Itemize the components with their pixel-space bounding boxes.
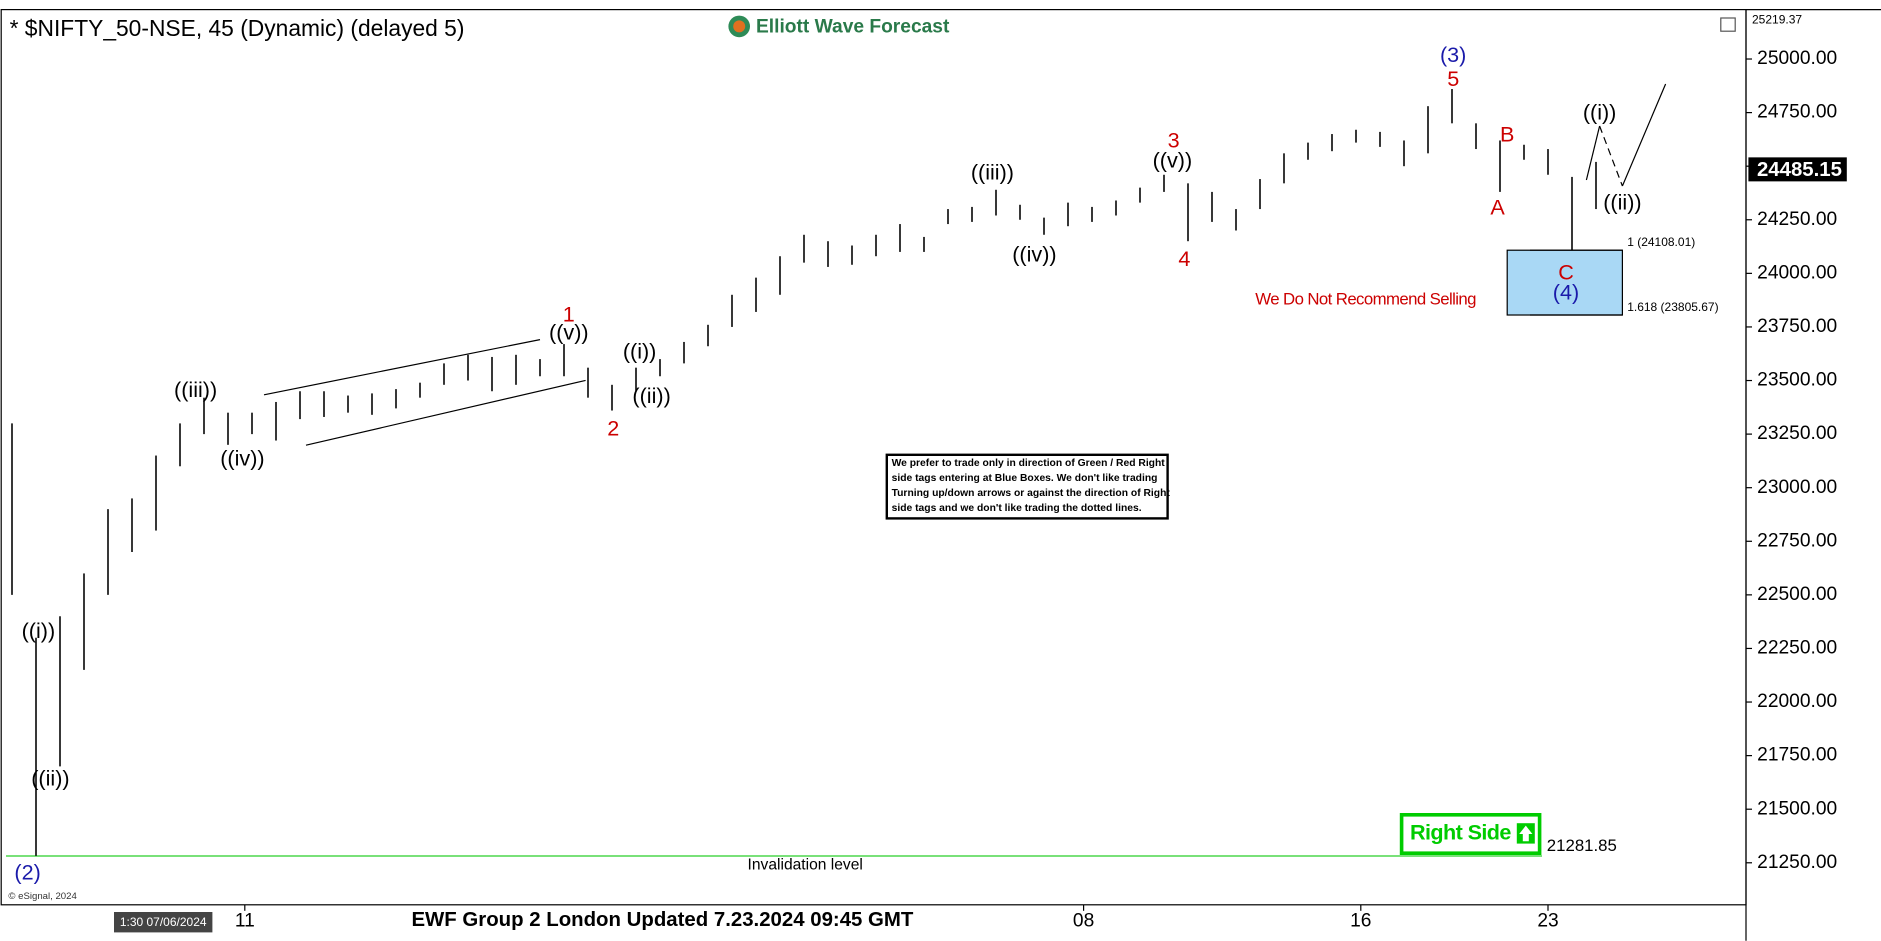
badge-box xyxy=(1399,813,1542,856)
projection-line xyxy=(1599,125,1623,187)
y-tick-label: 24000.00 xyxy=(1757,262,1837,283)
wave-label: ((i)) xyxy=(623,339,657,364)
wave-label: ((iv)) xyxy=(1012,241,1056,266)
projection-line xyxy=(1621,83,1667,187)
wave-label: ((v)) xyxy=(549,319,589,344)
wave-label: 1 xyxy=(563,301,575,326)
badge-arrow xyxy=(1519,825,1533,842)
y-tick-label: 21750.00 xyxy=(1757,745,1837,766)
wave-label: 2 xyxy=(607,415,619,440)
cursor-time-box xyxy=(114,912,213,933)
invalidation-value: 21281.85 xyxy=(1547,836,1617,855)
brand: Elliott Wave Forecast xyxy=(756,17,950,38)
wave-label: 5 xyxy=(1447,66,1459,91)
y-tick-label: 22250.00 xyxy=(1757,638,1837,659)
y-tick-label: 23000.00 xyxy=(1757,477,1837,498)
y-max-label: 25219.37 xyxy=(1752,13,1802,27)
cursor-time: 1:30 07/06/2024 xyxy=(120,915,207,929)
wave-label: ((iii)) xyxy=(174,377,217,402)
y-tick-label: 22000.00 xyxy=(1757,691,1837,712)
chart-title: * $NIFTY_50-NSE, 45 (Dynamic) (delayed 5… xyxy=(10,15,465,41)
wave-label: 4 xyxy=(1178,246,1190,271)
y-tick-label: 24750.00 xyxy=(1757,102,1837,123)
brand-icon-inner xyxy=(733,20,746,33)
note-line: Turning up/down arrows or against the di… xyxy=(892,488,1171,499)
last-price-box xyxy=(1748,157,1847,182)
wave-label: ((v)) xyxy=(1153,148,1193,173)
channel-line xyxy=(305,379,586,446)
target-label: 1.618 (23805.67) xyxy=(1627,300,1718,314)
wave-label: 3 xyxy=(1168,127,1180,152)
badge: Right Side xyxy=(1410,820,1511,845)
y-tick-label: 23250.00 xyxy=(1757,423,1837,444)
wave-label: ((ii)) xyxy=(632,383,670,408)
y-tick-label: 24250.00 xyxy=(1757,209,1837,230)
wave-label: ((ii)) xyxy=(1603,190,1641,215)
projection-line xyxy=(1585,125,1601,181)
note-line: side tags and we don't like trading the … xyxy=(892,503,1142,514)
note-line: We prefer to trade only in direction of … xyxy=(892,458,1166,469)
invalidation-label: Invalidation level xyxy=(748,857,863,874)
y-tick-label: 21500.00 xyxy=(1757,798,1837,819)
y-tick-label: 22500.00 xyxy=(1757,584,1837,605)
wave-label: ((iii)) xyxy=(971,160,1014,185)
wave-label: (4) xyxy=(1553,280,1579,305)
wave-label: ((ii)) xyxy=(31,766,69,791)
y-tick-label: 21250.00 xyxy=(1757,852,1837,873)
x-tick-label: 23 xyxy=(1537,911,1558,932)
wave-label: C xyxy=(1558,259,1574,284)
last-price: 24485.15 xyxy=(1757,159,1842,181)
warning: We Do Not Recommend Selling xyxy=(1255,289,1476,308)
x-tick-label: 08 xyxy=(1073,911,1094,932)
footer: EWF Group 2 London Updated 7.23.2024 09:… xyxy=(411,909,913,931)
target-label: 1 (24108.01) xyxy=(1627,235,1695,249)
copyright: © eSignal, 2024 xyxy=(8,891,77,902)
y-tick-label: 22750.00 xyxy=(1757,530,1837,551)
wave-label: A xyxy=(1490,195,1505,220)
y-tick-label: 23500.00 xyxy=(1757,370,1837,391)
wave-label: ((i)) xyxy=(22,618,56,643)
wave-label: (3) xyxy=(1440,42,1466,67)
window-button[interactable] xyxy=(1720,17,1736,32)
wave-label: B xyxy=(1500,121,1514,146)
x-tick-label: 16 xyxy=(1350,911,1371,932)
wave-label: ((iv)) xyxy=(220,445,264,470)
channel-line xyxy=(263,339,541,396)
wave-label: (2) xyxy=(14,859,40,884)
note-line: side tags entering at Blue Boxes. We don… xyxy=(892,473,1158,484)
x-tick-label: 11 xyxy=(235,911,255,932)
y-tick-label: 25000.00 xyxy=(1757,48,1837,69)
wave-label: ((i)) xyxy=(1583,100,1617,125)
note-box xyxy=(885,453,1169,520)
y-tick-label: 23750.00 xyxy=(1757,316,1837,337)
target-box xyxy=(1506,249,1624,316)
